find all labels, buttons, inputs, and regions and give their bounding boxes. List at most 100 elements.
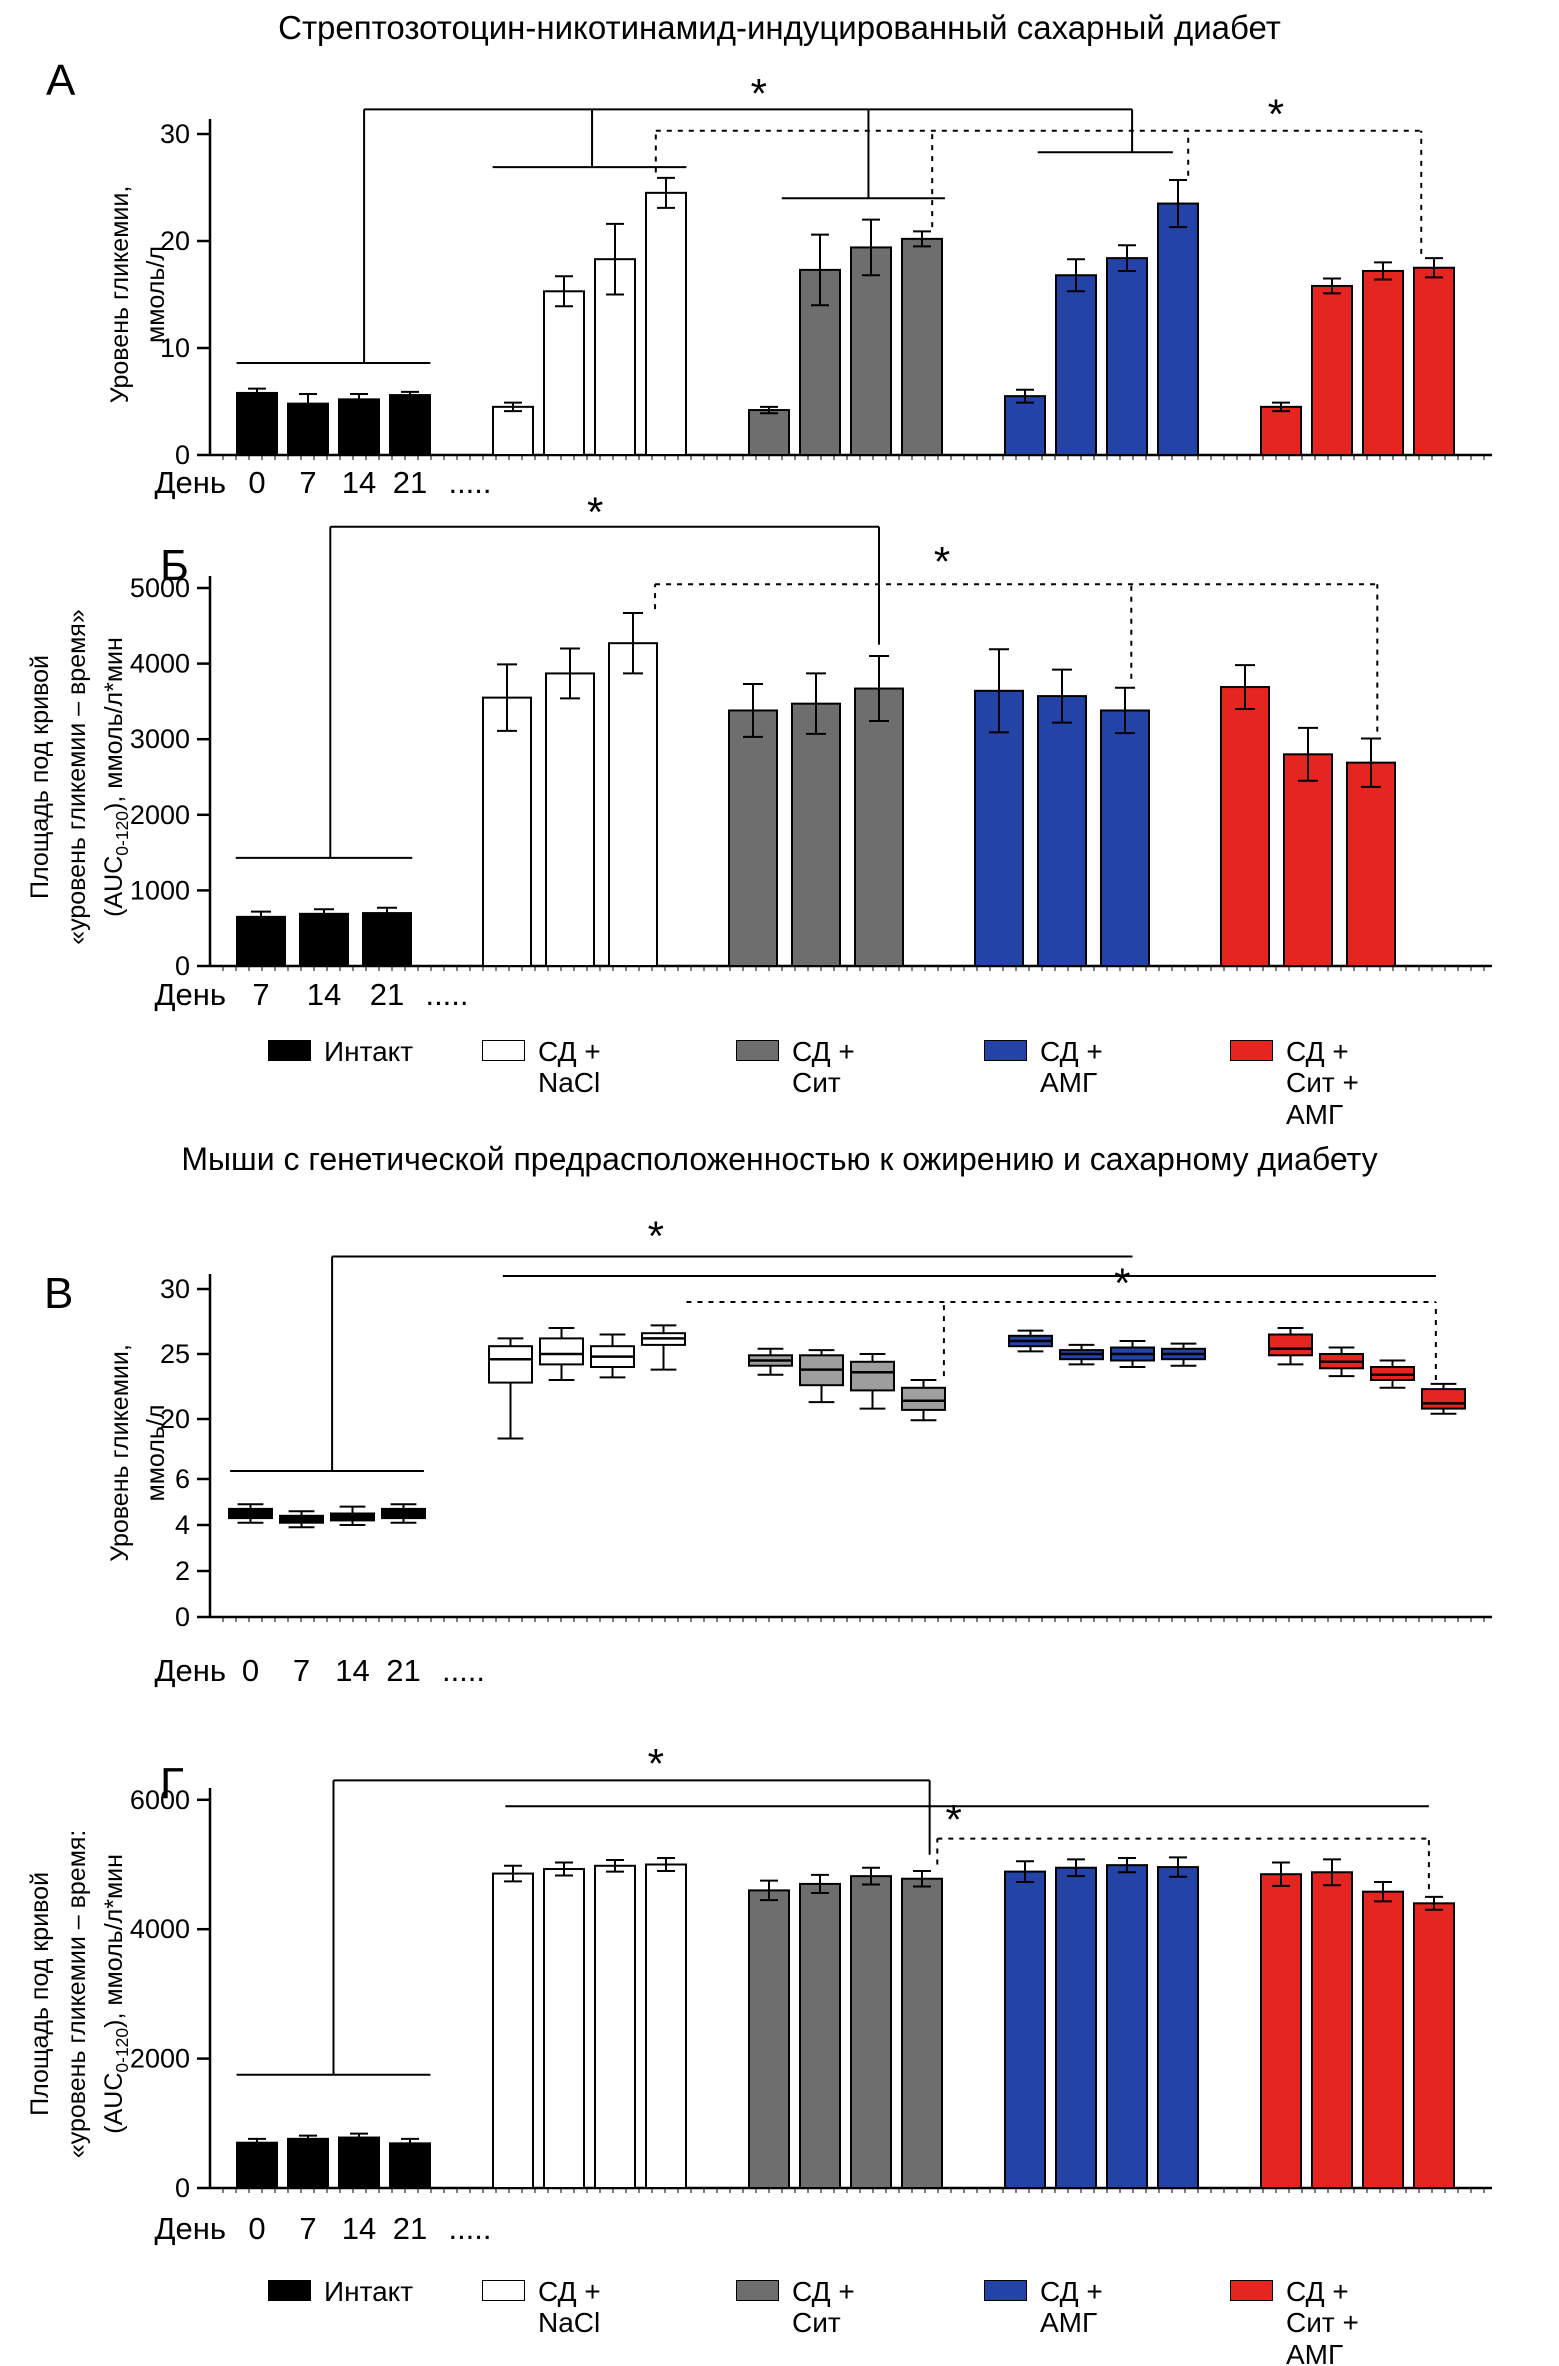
svg-text:6000: 6000	[130, 1785, 190, 1815]
svg-text:Уровень гликемии,ммоль/л: Уровень гликемии, ммоль/л	[106, 1344, 170, 1562]
svg-text:День: День	[154, 2211, 226, 2246]
svg-text:*: *	[648, 1213, 664, 1260]
svg-text:Площадь под кривой«уровень гли: Площадь под кривой «уровень гликемии – вр…	[26, 1830, 132, 2159]
svg-text:7: 7	[293, 1653, 310, 1688]
legend-label: СД + NaCl	[538, 2276, 601, 2339]
svg-text:День: День	[154, 465, 226, 500]
legend-swatch	[1230, 1040, 1273, 1061]
section-title-bottom: Мыши с генетической предрасположенностью…	[181, 1141, 1378, 1177]
legend-item-3: СД + Сит	[736, 2276, 855, 2339]
svg-text:4000: 4000	[130, 1914, 190, 1944]
legend-label: Интакт	[324, 2276, 414, 2307]
svg-text:0: 0	[175, 1602, 190, 1632]
legend-label: СД + АМГ	[1040, 1036, 1103, 1099]
legend-item-5: СД + Сит + АМГ	[1230, 2276, 1359, 2366]
svg-text:*: *	[751, 70, 767, 117]
svg-text:День: День	[154, 1653, 226, 1688]
svg-text:.....: .....	[442, 1653, 485, 1688]
svg-text:21: 21	[386, 1653, 420, 1688]
section-title-top: Стрептозотоцин-никотинамид-индуцированны…	[278, 9, 1281, 46]
legend-swatch	[984, 1040, 1027, 1061]
legend-label: СД + АМГ	[1040, 2276, 1103, 2339]
svg-text:21: 21	[393, 2211, 427, 2246]
legend-item-3: СД + Сит	[736, 1036, 855, 1099]
svg-text:0: 0	[248, 465, 265, 500]
svg-text:21: 21	[370, 977, 404, 1012]
svg-text:0: 0	[242, 1653, 259, 1688]
legend-item-2: СД + NaCl	[482, 1036, 601, 1099]
legend-item-4: СД + АМГ	[984, 2276, 1103, 2339]
panel-B-auc-bar-chart: 0 1000 2000 3000 4000 5000 * * День 7 14 21 ..... Пло…	[26, 488, 1492, 1012]
panel-G: Г 0 2000 4000 6000 * * День 0 7 14 21..... Площадь …	[0, 1740, 1559, 2250]
legend-label: СД + Сит + АМГ	[1286, 2276, 1359, 2366]
svg-text:30: 30	[160, 119, 190, 149]
svg-text:*: *	[587, 488, 603, 535]
svg-text:7: 7	[299, 2211, 316, 2246]
panel-V-letter: В	[44, 1269, 74, 1318]
svg-text:Уровень гликемии,ммоль/л: Уровень гликемии, ммоль/л	[106, 186, 170, 404]
svg-text:14: 14	[342, 465, 376, 500]
svg-text:*: *	[1114, 1259, 1130, 1306]
svg-text:День: День	[154, 977, 226, 1012]
svg-text:20: 20	[160, 1404, 190, 1434]
panel-A: А 0 10 20 30 * * День 0 7 14 21..... Уровень гликем…	[0, 55, 1559, 504]
svg-text:25: 25	[160, 1339, 190, 1369]
svg-text:7: 7	[252, 977, 269, 1012]
svg-text:3000: 3000	[130, 724, 190, 754]
svg-text:20: 20	[160, 226, 190, 256]
legend-label: СД + Сит	[792, 2276, 855, 2339]
legend-bottom: Интакт СД + NaCl СД + Сит СД + АМГ СД + Сит + АМГ	[0, 2250, 1559, 2366]
panel-V: В 0 2 4 6 20 25 30 * * День 0 7 14 21..... Уровень гли…	[0, 1188, 1559, 1712]
legend-label: СД + Сит + АМГ	[1286, 1036, 1359, 1130]
svg-text:10: 10	[160, 333, 190, 363]
legend-swatch	[984, 2280, 1027, 2301]
svg-text:14: 14	[342, 2211, 376, 2246]
panel-B: Б 0 1000 2000 3000 4000 5000 * * День 7 14 21..... П…	[0, 488, 1559, 1014]
legend-swatch	[268, 1040, 311, 1061]
legend-top: Интакт СД + NaCl СД + Сит СД + АМГ СД + Сит + АМГ	[0, 1014, 1559, 1130]
svg-text:Площадь под кривой«уровень гли: Площадь под кривой «уровень гликемии – вр…	[26, 609, 132, 945]
svg-text:0: 0	[175, 440, 190, 470]
svg-text:*: *	[945, 1796, 961, 1843]
legend-item-2: СД + NaCl	[482, 2276, 601, 2339]
svg-text:30: 30	[160, 1274, 190, 1304]
svg-text:.....: .....	[448, 2211, 491, 2246]
legend-swatch	[482, 1040, 525, 1061]
svg-text:.....: .....	[425, 977, 468, 1012]
legend-item-1: Интакт	[268, 1036, 413, 1067]
svg-text:*: *	[934, 538, 950, 585]
svg-text:7: 7	[299, 465, 316, 500]
svg-text:6: 6	[175, 1464, 190, 1494]
legend-swatch	[736, 2280, 779, 2301]
legend-swatch	[268, 2280, 311, 2301]
svg-text:14: 14	[335, 1653, 369, 1688]
svg-text:21: 21	[393, 465, 427, 500]
svg-text:0: 0	[175, 951, 190, 981]
svg-text:.....: .....	[448, 465, 491, 500]
svg-text:14: 14	[307, 977, 341, 1012]
svg-text:2000: 2000	[130, 2044, 190, 2074]
panel-B-letter: Б	[160, 541, 189, 590]
legend-item-5: СД + Сит + АМГ	[1230, 1036, 1359, 1130]
legend-swatch	[482, 2280, 525, 2301]
svg-text:1000: 1000	[130, 875, 190, 905]
legend-item-1: Интакт	[268, 2276, 413, 2307]
svg-text:2000: 2000	[130, 800, 190, 830]
svg-text:4: 4	[175, 1510, 190, 1540]
svg-text:5000: 5000	[130, 573, 190, 603]
svg-text:2: 2	[175, 1556, 190, 1586]
panel-A-letter: А	[46, 56, 76, 105]
svg-text:*: *	[1268, 90, 1284, 137]
svg-text:0: 0	[248, 2211, 265, 2246]
svg-text:*: *	[648, 1740, 664, 1787]
svg-text:0: 0	[175, 2173, 190, 2203]
legend-label: Интакт	[324, 1036, 414, 1067]
legend-swatch	[1230, 2280, 1273, 2301]
legend-label: СД + NaCl	[538, 1036, 601, 1099]
legend-item-4: СД + АМГ	[984, 1036, 1103, 1099]
svg-text:4000: 4000	[130, 649, 190, 679]
